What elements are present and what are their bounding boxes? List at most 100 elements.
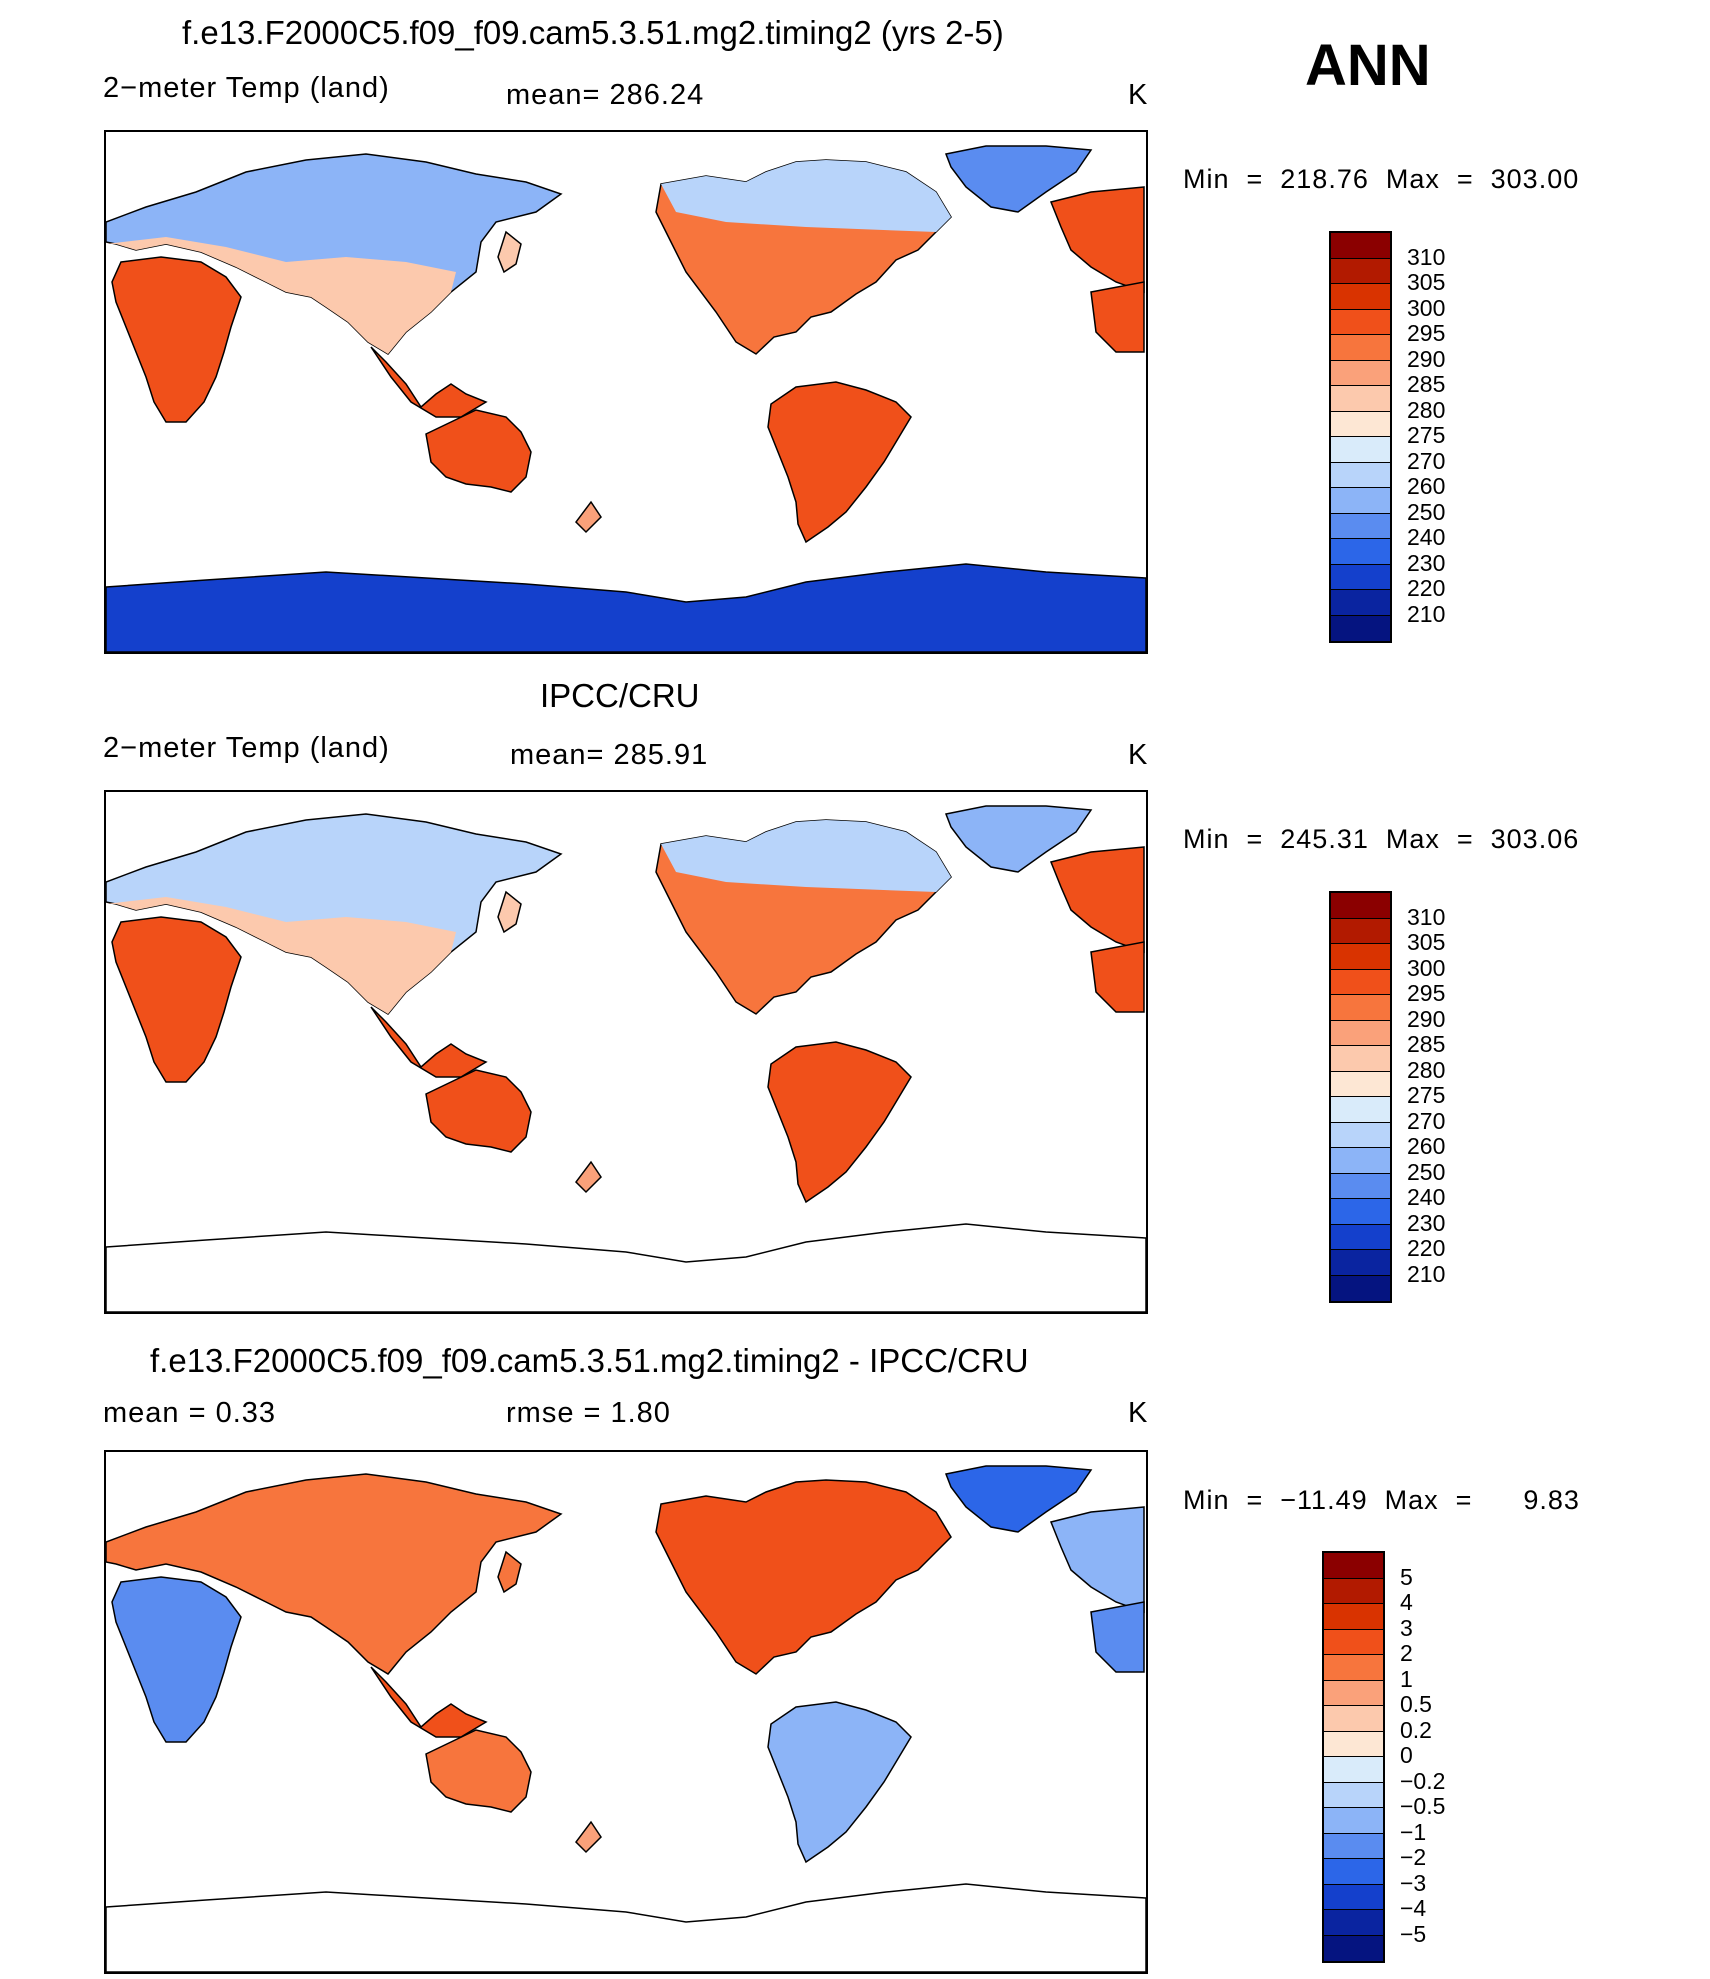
- africa-east-region: [1090, 281, 1145, 353]
- colorbar-tick-label: 300: [1407, 294, 1446, 321]
- colorbar-tick-label: 250: [1407, 498, 1446, 525]
- new-zealand-region: [575, 1820, 602, 1854]
- panel1-variable-label: 2−meter Temp (land): [103, 72, 390, 104]
- west-europe-region: [1049, 846, 1145, 954]
- greenland-region: [944, 805, 1093, 873]
- australia-region: [425, 1729, 532, 1813]
- colorbar-cell: [1331, 1173, 1390, 1199]
- west-europe-region: [1049, 1506, 1145, 1614]
- colorbar-tick-label: 2: [1400, 1640, 1413, 1666]
- colorbar-cell: [1331, 1250, 1390, 1276]
- warm-band-region: [106, 237, 456, 354]
- africa-region: [111, 256, 242, 423]
- colorbar-tick-label: 3: [1400, 1614, 1413, 1641]
- eurasia-region: [106, 1473, 563, 1675]
- africa-east-region: [1090, 941, 1145, 1013]
- colorbar-cell: [1324, 1553, 1383, 1579]
- colorbar-tick-label: −0.5: [1400, 1793, 1446, 1819]
- colorbar-cell: [1331, 258, 1390, 284]
- colorbar-tick-label: −4: [1400, 1895, 1427, 1921]
- panel2-minmax: Min = 245.31 Max = 303.06: [1183, 824, 1580, 854]
- panel2-mean-label: mean= 285.91: [510, 739, 709, 771]
- africa-region: [111, 1576, 242, 1743]
- colorbar-tick-label: 240: [1407, 1184, 1446, 1210]
- africa-east-region: [1090, 1601, 1145, 1673]
- southeast-asia-region: [370, 1666, 488, 1738]
- colorbar-tick-label: 275: [1407, 1082, 1446, 1108]
- panel1-map: [104, 130, 1148, 654]
- colorbar-tick-label: 290: [1407, 1005, 1446, 1032]
- panel3-minmax: Min = −11.49 Max = 9.83: [1183, 1485, 1580, 1515]
- colorbar-tick-label: 240: [1407, 524, 1446, 550]
- south-america-region: [767, 1041, 912, 1204]
- panel2-variable-label: 2−meter Temp (land): [103, 732, 390, 764]
- antarctica-region: [106, 1883, 1146, 1972]
- colorbar-cell: [1324, 1910, 1383, 1936]
- colorbar-tick-label: 0.2: [1400, 1716, 1432, 1743]
- colorbar-cell: [1331, 918, 1390, 944]
- warm-band-region: [106, 897, 456, 1014]
- colorbar-tick-label: 280: [1407, 1056, 1446, 1083]
- panel3-units: K: [1128, 1397, 1149, 1429]
- north-america-cold-region: [661, 160, 951, 232]
- colorbar-tick-label: 0: [1400, 1742, 1413, 1768]
- colorbar-tick-label: 210: [1407, 600, 1446, 627]
- panel3-title: f.e13.F2000C5.f09_f09.cam5.3.51.mg2.timi…: [150, 1342, 1029, 1379]
- colorbar-tick-label: 300: [1407, 954, 1446, 981]
- colorbar-cell: [1331, 1224, 1390, 1250]
- colorbar-tick-label: 275: [1407, 422, 1446, 448]
- panel2-map: [104, 790, 1148, 1314]
- colorbar-tick-label: 220: [1407, 1235, 1446, 1261]
- panel3-rmse-label: rmse = 1.80: [506, 1397, 671, 1429]
- new-zealand-region: [575, 500, 602, 534]
- colorbar-cell: [1331, 1199, 1390, 1225]
- colorbar-tick-label: 270: [1407, 447, 1446, 474]
- colorbar-cell: [1331, 1046, 1390, 1072]
- colorbar-tick-label: 285: [1407, 371, 1446, 397]
- colorbar-tick-label: 295: [1407, 980, 1446, 1006]
- australia-region: [425, 1069, 532, 1153]
- colorbar-cell: [1331, 1275, 1390, 1301]
- colorbar-cell: [1331, 944, 1390, 970]
- colorbar-tick-label: 220: [1407, 575, 1446, 601]
- colorbar-tick-label: 5: [1400, 1563, 1413, 1590]
- colorbar-tick-label: 230: [1407, 1209, 1446, 1236]
- colorbar-tick-label: 295: [1407, 320, 1446, 346]
- colorbar-cell: [1331, 1122, 1390, 1148]
- colorbar-cell: [1331, 564, 1390, 590]
- colorbar-cell: [1331, 309, 1390, 335]
- colorbar-tick-label: 305: [1407, 269, 1446, 295]
- colorbar-tick-label: 210: [1407, 1260, 1446, 1287]
- colorbar-tick-label: 290: [1407, 345, 1446, 372]
- colorbar-cell: [1324, 1757, 1383, 1783]
- colorbar-cell: [1331, 411, 1390, 437]
- south-america-region: [767, 1701, 912, 1864]
- colorbar-cell: [1324, 1884, 1383, 1910]
- colorbar-cell: [1324, 1578, 1383, 1604]
- colorbar-tick-label: −5: [1400, 1920, 1427, 1947]
- colorbar-cell: [1324, 1808, 1383, 1834]
- colorbar-cell: [1331, 360, 1390, 386]
- colorbar-tick-label: 310: [1407, 903, 1446, 930]
- colorbar-cell: [1331, 462, 1390, 488]
- colorbar-cell: [1331, 437, 1390, 463]
- south-america-region: [767, 381, 912, 544]
- colorbar-cell: [1324, 1782, 1383, 1808]
- panel2-colorbar: [1329, 891, 1392, 1303]
- colorbar-cell: [1331, 386, 1390, 412]
- panel1-colorbar: [1329, 231, 1392, 643]
- southeast-asia-region: [370, 1006, 488, 1078]
- colorbar-tick-label: −1: [1400, 1818, 1427, 1845]
- colorbar-tick-label: 260: [1407, 1133, 1446, 1159]
- panel1-units: K: [1128, 79, 1149, 111]
- colorbar-cell: [1331, 1097, 1390, 1123]
- panel2-units: K: [1128, 739, 1149, 771]
- australia-region: [425, 409, 532, 493]
- colorbar-cell: [1324, 1731, 1383, 1757]
- colorbar-cell: [1324, 1604, 1383, 1630]
- colorbar-cell: [1331, 969, 1390, 995]
- greenland-region: [944, 145, 1093, 213]
- japan-region: [497, 1550, 522, 1594]
- colorbar-tick-label: 0.5: [1400, 1691, 1432, 1717]
- colorbar-cell: [1331, 995, 1390, 1021]
